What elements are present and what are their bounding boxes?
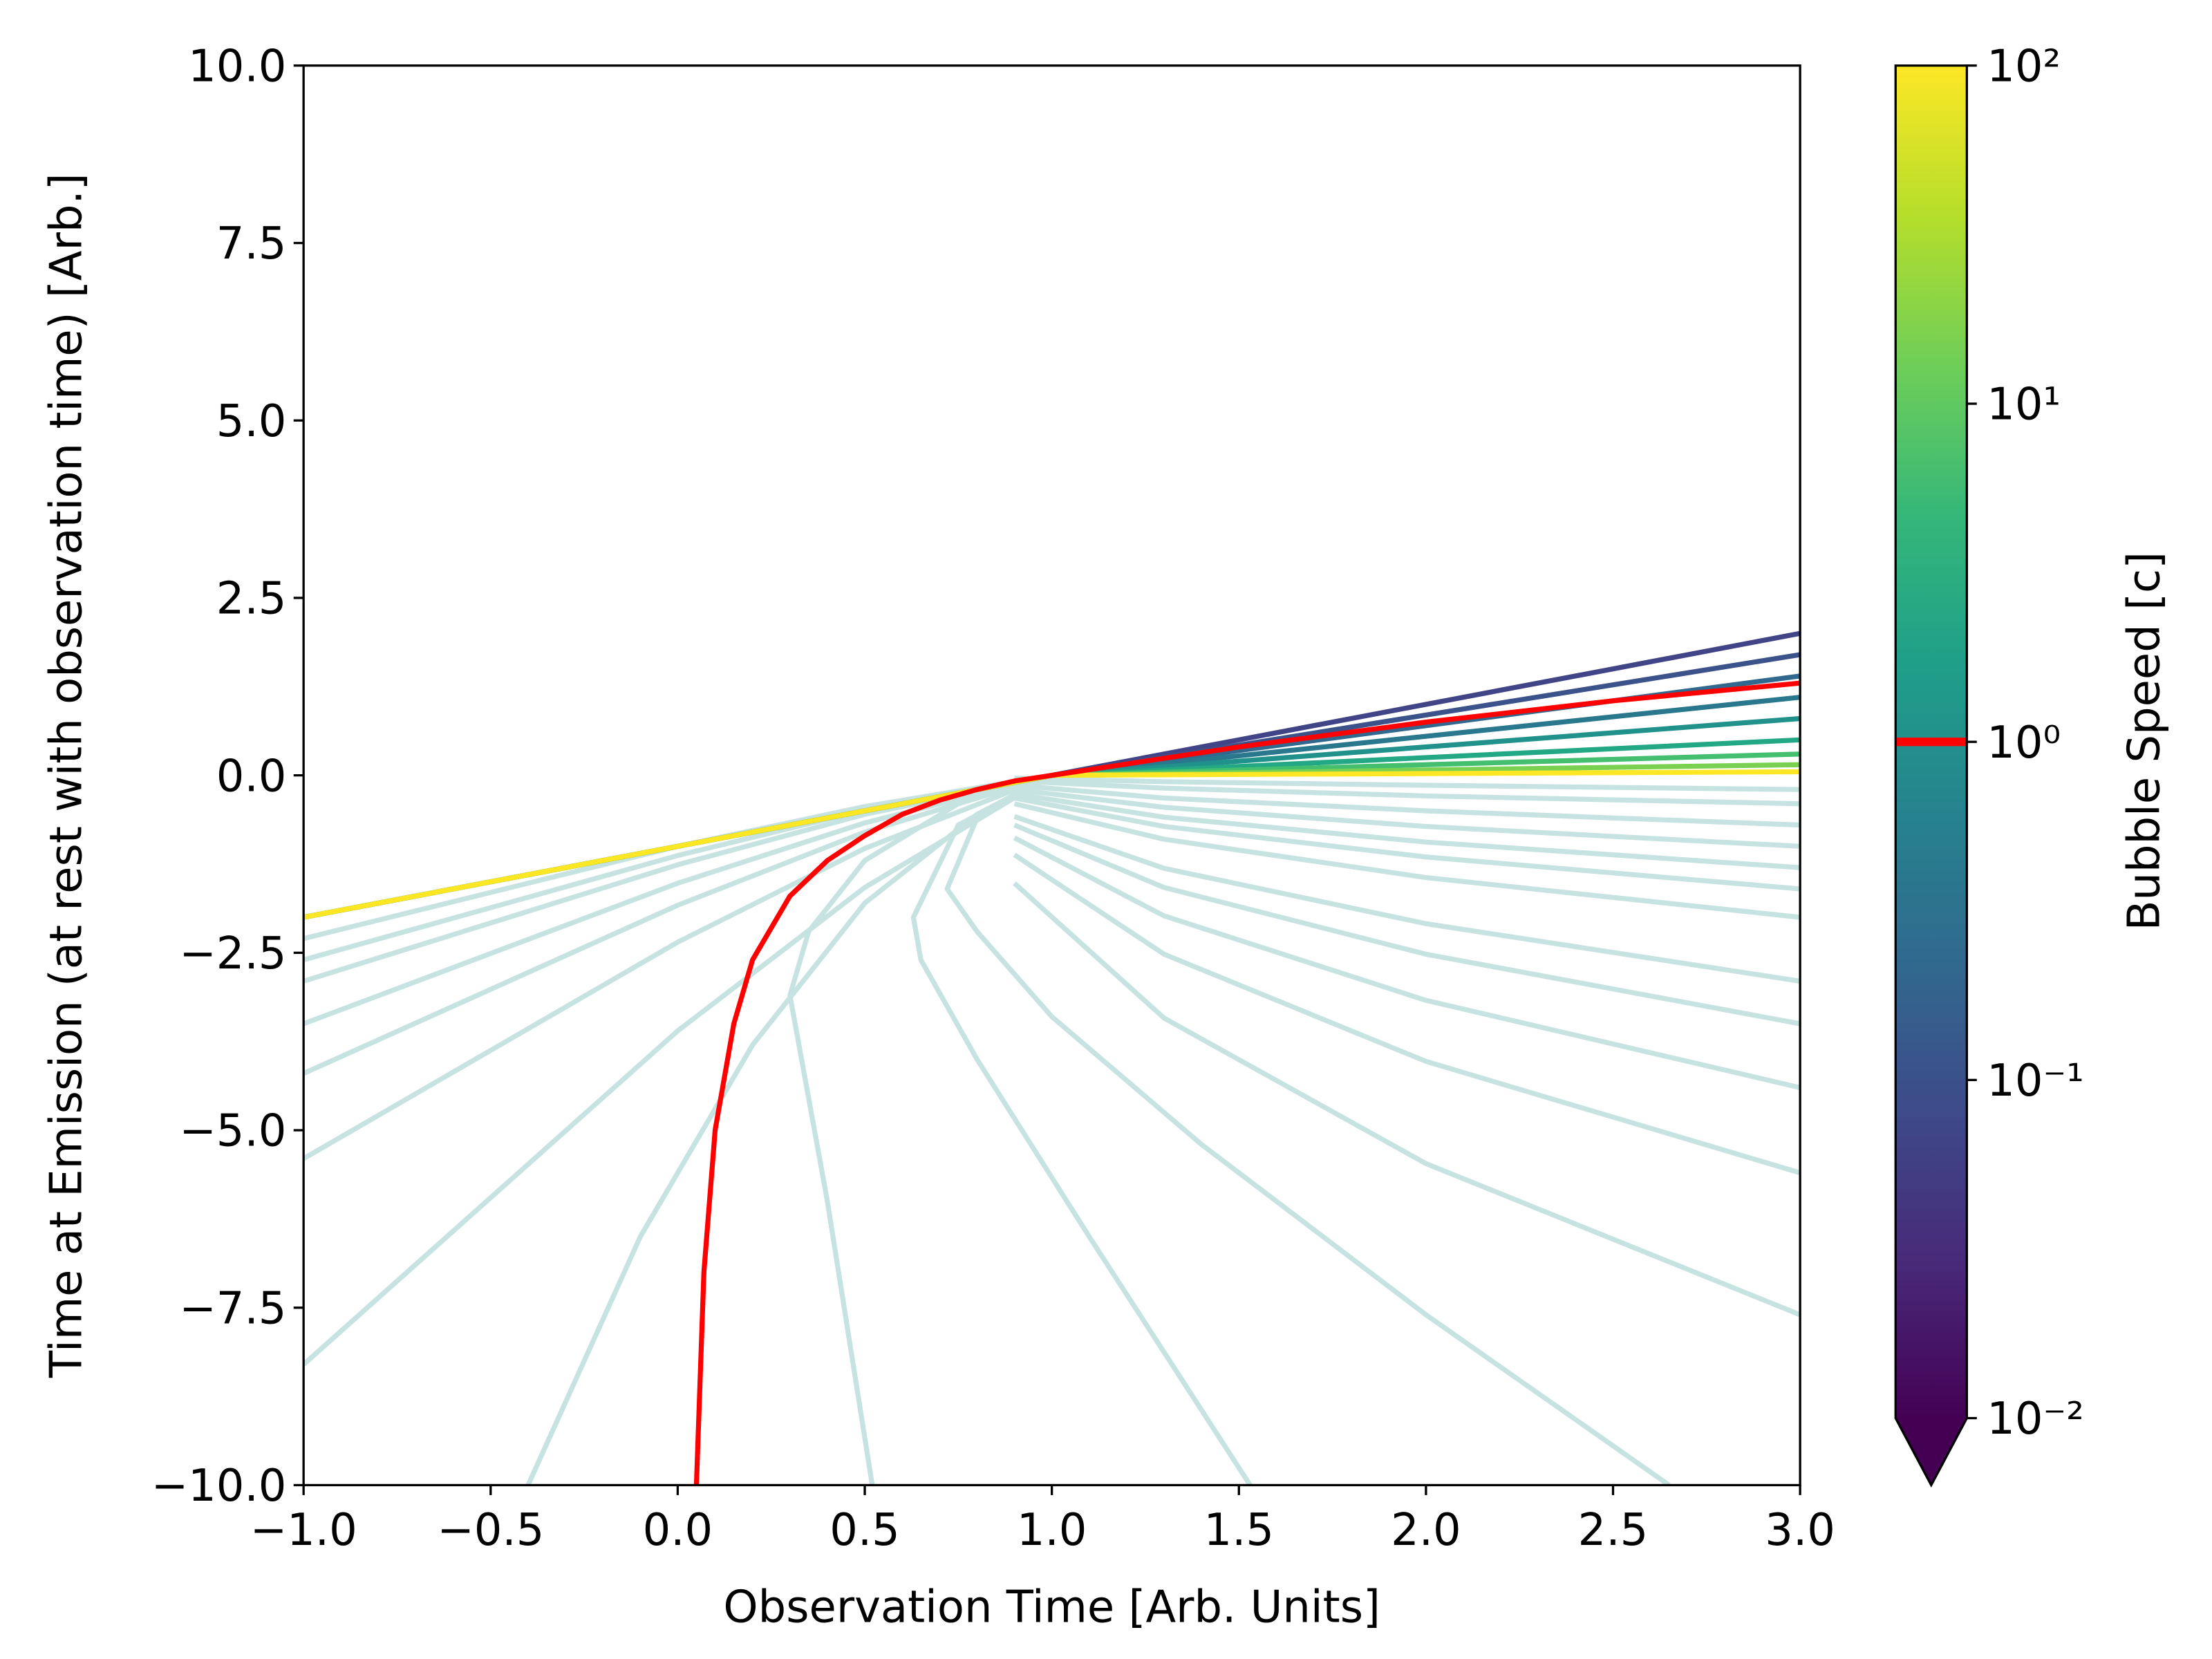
x-tick-label: 3.0 — [1765, 1505, 1835, 1556]
series-line — [1013, 795, 1801, 892]
y-tick-label: −10.0 — [151, 1461, 287, 1512]
series-line — [1013, 881, 1801, 1318]
x-tick-label: 0.0 — [643, 1505, 713, 1556]
x-tick-label: 2.0 — [1391, 1505, 1461, 1556]
series-line — [1013, 801, 1801, 920]
series-line — [303, 773, 1053, 1161]
series-line — [1014, 778, 1801, 807]
x-tick-label: 2.5 — [1578, 1505, 1649, 1556]
series-line — [910, 773, 1253, 1485]
series-line — [525, 773, 1053, 1485]
y-tick-label: −5.0 — [179, 1106, 286, 1157]
series-line — [1013, 823, 1801, 1027]
x-tick-label: 1.5 — [1203, 1505, 1274, 1556]
series-line — [1014, 787, 1801, 849]
series-line — [693, 680, 1801, 1485]
x-tick-label: 1.0 — [1017, 1505, 1087, 1556]
x-axis-label: Observation Time [Arb. Units] — [723, 1582, 1380, 1633]
y-axis-label: Time at Emission (at rest with observati… — [41, 173, 93, 1378]
colorbar-tick-label: 10⁻¹ — [1987, 1056, 2084, 1107]
series-line — [1013, 791, 1801, 870]
colorbar-label: Bubble Speed [c] — [2119, 552, 2171, 931]
series-line — [1013, 814, 1801, 984]
colorbar-extend — [1895, 1418, 1967, 1485]
series-line — [944, 773, 1671, 1485]
y-tick-label: −2.5 — [179, 928, 286, 980]
y-tick-label: 5.0 — [216, 396, 287, 447]
colorbar-tick-label: 10⁻² — [1987, 1394, 2084, 1445]
y-tick-label: 7.5 — [216, 218, 287, 270]
series-line — [1013, 852, 1801, 1176]
series-line — [1013, 835, 1801, 1090]
series-line — [787, 773, 1053, 1485]
y-tick-label: −7.5 — [179, 1283, 286, 1334]
y-tick-label: 0.0 — [216, 751, 287, 802]
colorbar-tick-label: 10⁰ — [1987, 718, 2061, 769]
series-line — [1014, 782, 1801, 828]
series-line — [1014, 776, 1801, 792]
x-tick-label: 0.5 — [830, 1505, 900, 1556]
colorbar-tick-label: 10¹ — [1987, 379, 2061, 431]
x-tick-label: −1.0 — [250, 1505, 357, 1556]
colorbar-tick-label: 10² — [1987, 41, 2061, 93]
y-tick-label: 2.5 — [216, 574, 287, 625]
series-line — [303, 773, 1053, 1027]
x-tick-label: −0.5 — [437, 1505, 544, 1556]
y-tick-label: 10.0 — [188, 41, 286, 93]
